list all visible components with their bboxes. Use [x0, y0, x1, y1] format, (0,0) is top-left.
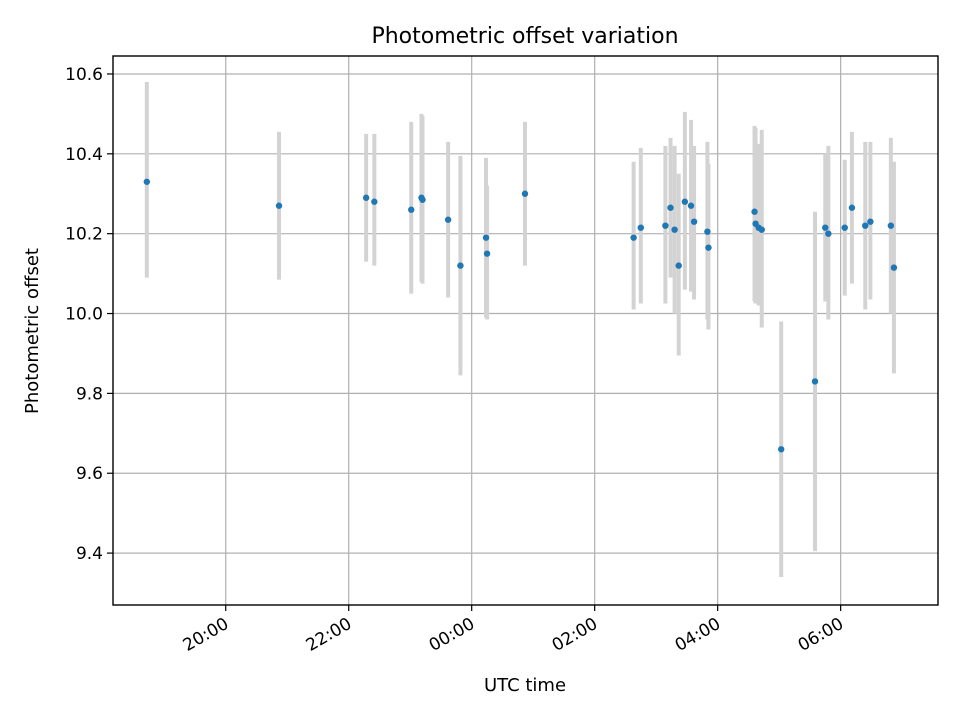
data-point: [867, 218, 874, 225]
data-point: [758, 226, 765, 233]
data-point: [687, 202, 695, 209]
y-axis-ticks: 9.4 9.6 9.8 10.0 10.2 10.4 10.6: [65, 65, 113, 564]
data-point: [275, 202, 283, 209]
data-point: [862, 222, 869, 229]
plot-frame: [112, 55, 939, 606]
y-tick-label: 10.6: [65, 65, 103, 85]
data-point: [822, 224, 829, 231]
data-point: [444, 216, 452, 223]
data-point: [681, 198, 689, 205]
data-point: [675, 262, 682, 269]
data-points: [143, 178, 898, 453]
data-point: [630, 234, 637, 241]
data-point: [371, 198, 378, 205]
data-point: [143, 178, 151, 185]
data-point: [362, 194, 370, 201]
data-point: [457, 262, 464, 269]
y-tick-label: 10.4: [65, 145, 103, 165]
data-point: [667, 204, 674, 211]
data-point: [482, 234, 490, 241]
chart-title: Photometric offset variation: [371, 24, 678, 49]
data-point: [637, 224, 644, 231]
data-point: [483, 250, 491, 257]
data-point: [690, 218, 698, 225]
y-tick-label: 9.8: [76, 384, 103, 404]
y-tick-label: 10.0: [65, 305, 103, 325]
data-point: [848, 204, 856, 211]
data-point: [811, 378, 819, 385]
x-axis-label: UTC time: [484, 675, 566, 696]
y-tick-label: 9.4: [76, 544, 103, 564]
y-tick-label: 10.2: [65, 225, 103, 245]
data-point: [521, 190, 529, 197]
data-point: [825, 230, 832, 237]
data-point: [777, 446, 785, 453]
data-point: [662, 222, 669, 229]
data-point: [705, 244, 712, 251]
data-point: [419, 196, 426, 203]
y-axis-label: Photometric offset: [22, 248, 43, 414]
data-point: [408, 206, 415, 213]
data-point: [841, 224, 848, 231]
y-tick-label: 9.6: [76, 464, 103, 484]
data-point: [890, 264, 898, 271]
data-point: [887, 222, 895, 229]
data-point: [704, 228, 711, 235]
data-point: [751, 208, 758, 215]
data-point: [671, 226, 678, 233]
